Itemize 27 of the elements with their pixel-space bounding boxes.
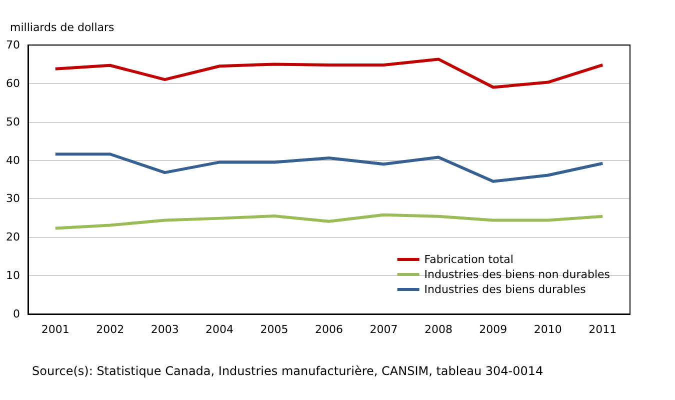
x-tick-label: 2003 xyxy=(150,323,179,336)
y-tick-label: 60 xyxy=(6,76,20,90)
y-tick-label: 0 xyxy=(13,308,20,320)
line-series xyxy=(54,58,604,89)
y-tick-label: 20 xyxy=(6,230,20,244)
x-tick-label: 2002 xyxy=(96,323,124,336)
x-tick-label: 2010 xyxy=(534,323,562,336)
x-tick-label: 2005 xyxy=(260,323,288,336)
legend-label: Industries des biens non durables xyxy=(424,268,610,281)
y-tick-label: 50 xyxy=(6,115,20,128)
x-tick-label: 2007 xyxy=(370,323,398,336)
x-tick-label: 2011 xyxy=(588,323,617,336)
x-tick-label: 2008 xyxy=(424,323,452,336)
line-series xyxy=(54,213,604,230)
y-tick-label: 70 xyxy=(6,38,20,52)
x-tick-label: 2001 xyxy=(41,323,70,336)
y-axis-title: milliards de dollars xyxy=(10,21,115,34)
legend-label: Fabrication total xyxy=(424,253,514,266)
x-tick-label: 2004 xyxy=(206,323,234,336)
y-tick-label: 40 xyxy=(6,154,20,167)
source-note: Source(s): Statistique Canada, Industries manufacturière, CANSIM, tableau 304-0014 xyxy=(32,364,544,378)
legend-label: Industries des biens durables xyxy=(424,283,586,296)
y-tick-label: 30 xyxy=(6,192,20,206)
line-series xyxy=(54,152,604,183)
y-tick-label: 10 xyxy=(6,269,20,282)
x-tick-label: 2006 xyxy=(315,323,343,336)
x-tick-label: 2009 xyxy=(479,323,508,336)
